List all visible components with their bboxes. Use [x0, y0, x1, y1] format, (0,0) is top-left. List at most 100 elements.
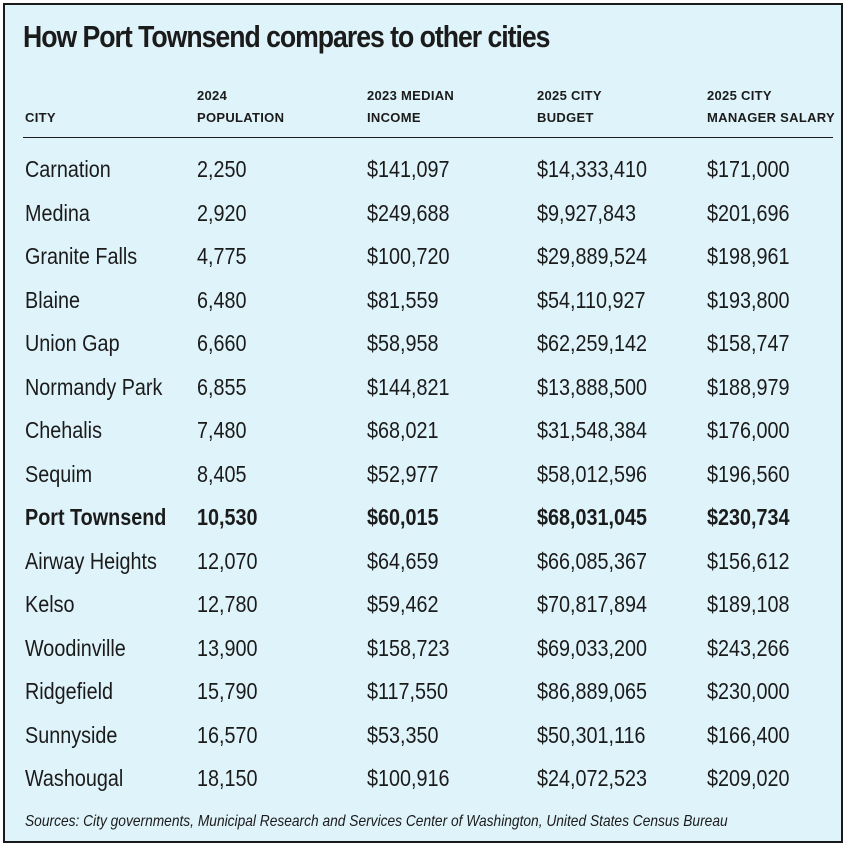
- table-row: Sequim 8,405 $52,977 $58,012,596 $196,560: [5, 453, 841, 497]
- salary-cell: $156,612: [707, 547, 790, 574]
- income-cell: $58,958: [367, 330, 439, 356]
- salary-cell: $196,560: [707, 460, 790, 487]
- income-cell: $81,559: [367, 286, 439, 313]
- population-cell: 6,660: [197, 330, 247, 356]
- city-cell: Chehalis: [25, 417, 102, 443]
- column-header-population: 2024 POPULATION: [197, 88, 285, 125]
- population-cell: 15,790: [197, 678, 258, 704]
- population-cell: 2,250: [197, 156, 247, 182]
- city-cell: Medina: [25, 199, 90, 226]
- table-row: Kelso 12,780 $59,462 $70,817,894 $189,108: [5, 583, 841, 627]
- population-cell: 2,920: [197, 199, 247, 226]
- salary-cell: $201,696: [707, 199, 790, 226]
- city-cell: Sequim: [25, 460, 93, 487]
- population-cell: 8,405: [197, 460, 247, 487]
- income-cell: $53,350: [367, 721, 439, 748]
- salary-cell: $158,747: [707, 330, 790, 356]
- column-header-city: CITY: [25, 110, 56, 125]
- budget-cell: $62,259,142: [537, 330, 647, 356]
- population-cell: 13,900: [197, 634, 258, 661]
- income-cell: $158,723: [367, 634, 450, 661]
- source-note: Sources: City governments, Municipal Res…: [25, 813, 728, 830]
- city-cell: Blaine: [25, 286, 80, 313]
- population-cell: 6,855: [197, 373, 247, 400]
- salary-cell: $243,266: [707, 634, 790, 661]
- budget-cell: $54,110,927: [537, 286, 646, 313]
- budget-cell: $31,548,384: [537, 417, 647, 443]
- income-cell: $60,015: [367, 504, 439, 530]
- city-cell: Ridgefield: [25, 678, 113, 704]
- budget-cell: $70,817,894: [537, 591, 647, 617]
- city-cell: Woodinville: [25, 634, 126, 661]
- city-cell: Normandy Park: [25, 373, 163, 400]
- income-cell: $100,916: [367, 765, 450, 791]
- budget-cell: $86,889,065: [537, 678, 647, 704]
- income-cell: $141,097: [367, 156, 450, 182]
- header-divider: [23, 137, 833, 138]
- budget-cell: $58,012,596: [537, 460, 647, 487]
- income-cell: $144,821: [367, 373, 450, 400]
- salary-cell: $176,000: [707, 417, 790, 443]
- city-cell: Granite Falls: [25, 243, 138, 269]
- city-cell: Carnation: [25, 156, 111, 182]
- table-title: How Port Townsend compares to other citi…: [23, 19, 551, 54]
- comparison-table-panel: How Port Townsend compares to other citi…: [3, 3, 843, 843]
- table-row: Blaine 6,480 $81,559 $54,110,927 $193,800: [5, 279, 841, 323]
- salary-cell: $198,961: [707, 243, 790, 269]
- population-cell: 12,070: [197, 547, 258, 574]
- income-cell: $59,462: [367, 591, 439, 617]
- salary-cell: $193,800: [707, 286, 790, 313]
- salary-cell: $230,734: [707, 504, 790, 530]
- table-row: Airway Heights 12,070 $64,659 $66,085,367 $1…: [5, 540, 841, 584]
- salary-cell: $189,108: [707, 591, 790, 617]
- table-body: Carnation 2,250 $141,097 $14,333,410 $171,00…: [5, 148, 841, 801]
- population-cell: 10,530: [197, 504, 258, 530]
- table-row: Sunnyside 16,570 $53,350 $50,301,116 $166,40…: [5, 714, 841, 758]
- population-cell: 12,780: [197, 591, 258, 617]
- city-cell: Sunnyside: [25, 721, 118, 748]
- budget-cell: $69,033,200: [537, 634, 647, 661]
- salary-cell: $171,000: [707, 156, 790, 182]
- population-cell: 7,480: [197, 417, 247, 443]
- income-cell: $100,720: [367, 243, 450, 269]
- budget-cell: $13,888,500: [537, 373, 647, 400]
- population-cell: 18,150: [197, 765, 258, 791]
- population-cell: 16,570: [197, 721, 258, 748]
- income-cell: $68,021: [367, 417, 439, 443]
- table-row-highlighted: Port Townsend 10,530 $60,015 $68,031,045 $23…: [5, 496, 841, 540]
- table-row: Chehalis 7,480 $68,021 $31,548,384 $176,000: [5, 409, 841, 453]
- budget-cell: $29,889,524: [537, 243, 647, 269]
- income-cell: $249,688: [367, 199, 450, 226]
- table-row: Union Gap 6,660 $58,958 $62,259,142 $158,747: [5, 322, 841, 366]
- city-cell: Port Townsend: [25, 504, 167, 530]
- income-cell: $52,977: [367, 460, 439, 487]
- column-header-budget: 2025 CITY BUDGET: [537, 88, 602, 125]
- column-header-income: 2023 MEDIAN INCOME: [367, 88, 455, 125]
- income-cell: $117,550: [367, 678, 449, 704]
- salary-cell: $230,000: [707, 678, 790, 704]
- population-cell: 4,775: [197, 243, 247, 269]
- table-row: Ridgefield 15,790 $117,550 $86,889,065 $230,…: [5, 670, 841, 714]
- budget-cell: $9,927,843: [537, 199, 637, 226]
- budget-cell: $68,031,045: [537, 504, 647, 530]
- salary-cell: $188,979: [707, 373, 790, 400]
- table-row: Medina 2,920 $249,688 $9,927,843 $201,696: [5, 192, 841, 236]
- city-cell: Airway Heights: [25, 547, 157, 574]
- table-row: Carnation 2,250 $141,097 $14,333,410 $171,00…: [5, 148, 841, 192]
- budget-cell: $14,333,410: [537, 156, 647, 182]
- population-cell: 6,480: [197, 286, 247, 313]
- budget-cell: $66,085,367: [537, 547, 647, 574]
- table-row: Washougal 18,150 $100,916 $24,072,523 $209,0…: [5, 757, 841, 801]
- city-cell: Union Gap: [25, 330, 120, 356]
- table-row: Woodinville 13,900 $158,723 $69,033,200 $243…: [5, 627, 841, 671]
- income-cell: $64,659: [367, 547, 439, 574]
- salary-cell: $166,400: [707, 721, 790, 748]
- city-cell: Washougal: [25, 765, 124, 791]
- table-row: Normandy Park 6,855 $144,821 $13,888,500 $18…: [5, 366, 841, 410]
- column-header-salary: 2025 CITY MANAGER SALARY: [707, 88, 835, 125]
- budget-cell: $50,301,116: [537, 721, 646, 748]
- budget-cell: $24,072,523: [537, 765, 647, 791]
- city-cell: Kelso: [25, 591, 75, 617]
- salary-cell: $209,020: [707, 765, 790, 791]
- table-row: Granite Falls 4,775 $100,720 $29,889,524 $19…: [5, 235, 841, 279]
